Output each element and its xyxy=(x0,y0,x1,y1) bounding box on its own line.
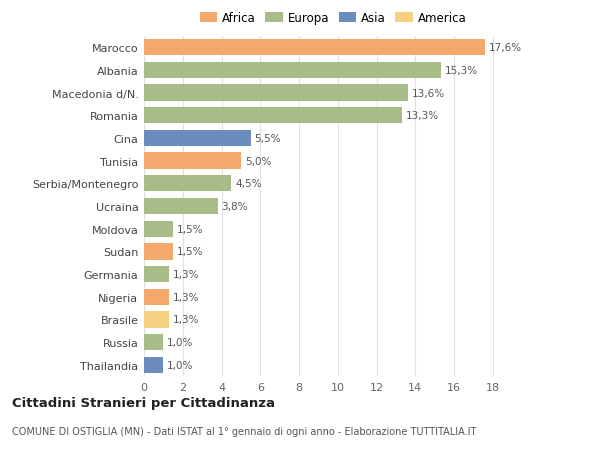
Legend: Africa, Europa, Asia, America: Africa, Europa, Asia, America xyxy=(197,10,469,28)
Bar xyxy=(144,153,241,169)
Bar xyxy=(144,62,440,79)
Bar xyxy=(144,266,169,283)
Bar xyxy=(144,198,218,215)
Bar xyxy=(144,244,173,260)
Text: 5,0%: 5,0% xyxy=(245,156,271,166)
Text: 4,5%: 4,5% xyxy=(235,179,262,189)
Text: 1,0%: 1,0% xyxy=(167,337,194,347)
Text: 1,0%: 1,0% xyxy=(167,360,194,370)
Bar xyxy=(144,130,251,147)
Bar xyxy=(144,176,231,192)
Text: 13,3%: 13,3% xyxy=(406,111,439,121)
Bar xyxy=(144,289,169,305)
Bar xyxy=(144,108,402,124)
Bar xyxy=(144,357,163,373)
Text: 1,3%: 1,3% xyxy=(173,269,200,280)
Text: COMUNE DI OSTIGLIA (MN) - Dati ISTAT al 1° gennaio di ogni anno - Elaborazione T: COMUNE DI OSTIGLIA (MN) - Dati ISTAT al … xyxy=(12,426,476,436)
Text: 15,3%: 15,3% xyxy=(445,66,478,76)
Text: 5,5%: 5,5% xyxy=(254,134,281,144)
Text: 1,5%: 1,5% xyxy=(177,247,203,257)
Bar xyxy=(144,221,173,237)
Text: 1,3%: 1,3% xyxy=(173,292,200,302)
Text: 1,3%: 1,3% xyxy=(173,315,200,325)
Text: 13,6%: 13,6% xyxy=(412,88,445,98)
Bar xyxy=(144,40,485,56)
Text: 3,8%: 3,8% xyxy=(221,202,248,212)
Text: 1,5%: 1,5% xyxy=(177,224,203,234)
Bar xyxy=(144,85,407,101)
Bar xyxy=(144,334,163,351)
Text: 17,6%: 17,6% xyxy=(489,43,522,53)
Text: Cittadini Stranieri per Cittadinanza: Cittadini Stranieri per Cittadinanza xyxy=(12,396,275,409)
Bar xyxy=(144,312,169,328)
